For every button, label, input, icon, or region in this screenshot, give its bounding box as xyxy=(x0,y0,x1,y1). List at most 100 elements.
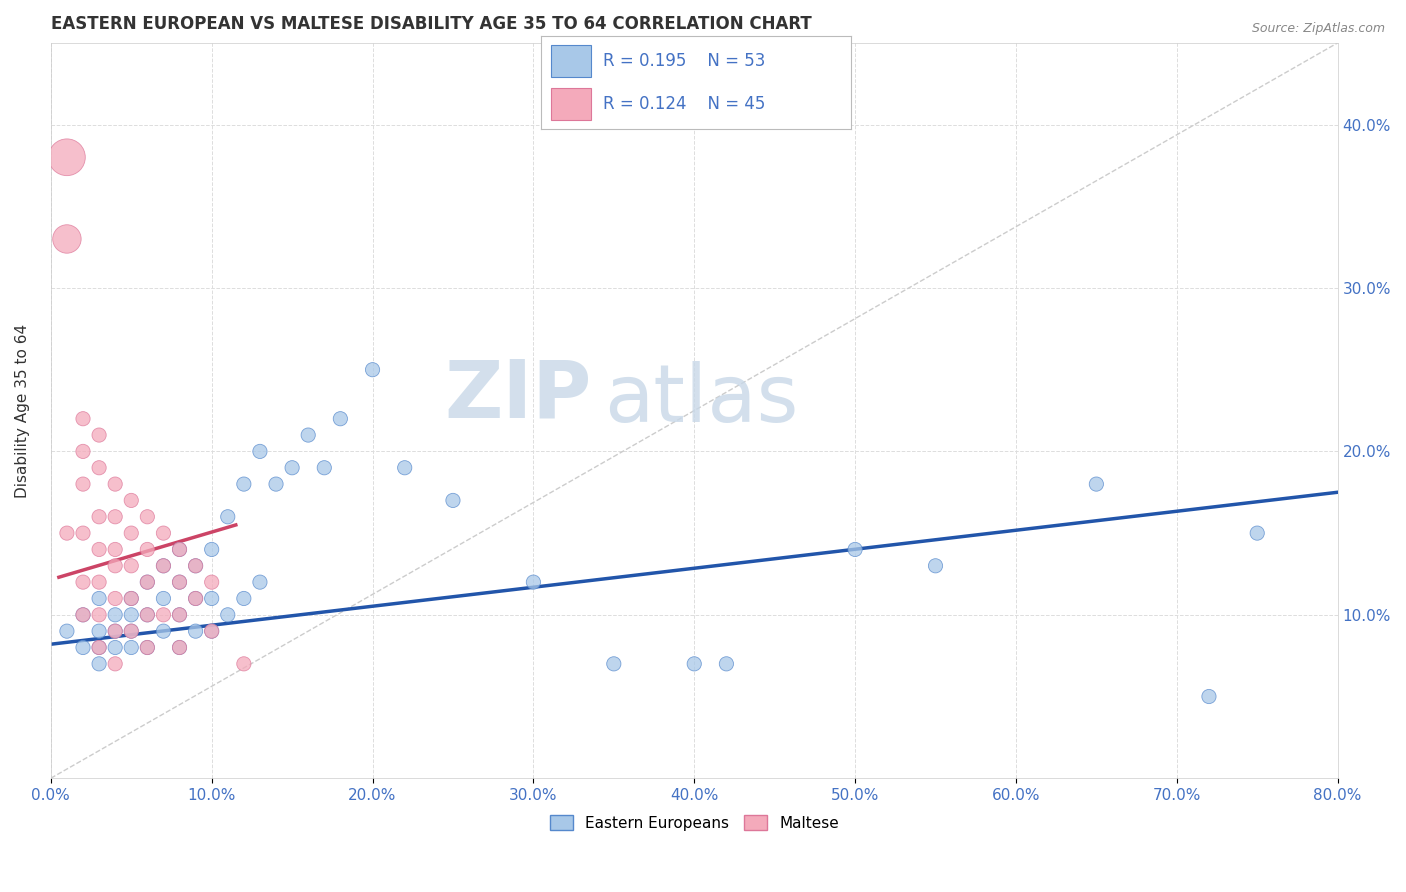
Point xyxy=(201,591,224,606)
Point xyxy=(104,607,127,622)
Point xyxy=(104,640,127,655)
FancyBboxPatch shape xyxy=(551,45,591,77)
Point xyxy=(87,428,110,442)
Point xyxy=(201,624,224,639)
Point xyxy=(72,411,94,425)
Point xyxy=(87,509,110,524)
Point xyxy=(72,607,94,622)
Point xyxy=(136,542,159,557)
Text: ZIP: ZIP xyxy=(444,357,592,434)
Point xyxy=(152,526,174,541)
Point xyxy=(104,657,127,671)
Point xyxy=(297,428,319,442)
Text: atlas: atlas xyxy=(605,360,799,439)
Point xyxy=(136,575,159,590)
Point xyxy=(201,575,224,590)
Point xyxy=(87,460,110,475)
Point xyxy=(72,607,94,622)
Point xyxy=(104,542,127,557)
Point xyxy=(169,607,191,622)
Point xyxy=(394,460,416,475)
Point xyxy=(87,657,110,671)
Legend: Eastern Europeans, Maltese: Eastern Europeans, Maltese xyxy=(544,808,845,837)
Point xyxy=(72,477,94,491)
Text: Source: ZipAtlas.com: Source: ZipAtlas.com xyxy=(1251,22,1385,36)
Point xyxy=(249,444,271,458)
Point xyxy=(87,575,110,590)
Point xyxy=(522,575,544,590)
Point xyxy=(136,575,159,590)
Point xyxy=(184,591,207,606)
Point xyxy=(264,477,287,491)
Text: R = 0.195    N = 53: R = 0.195 N = 53 xyxy=(603,52,765,70)
Point xyxy=(152,607,174,622)
Point xyxy=(72,575,94,590)
Point xyxy=(169,575,191,590)
Y-axis label: Disability Age 35 to 64: Disability Age 35 to 64 xyxy=(15,324,30,498)
Point xyxy=(184,558,207,573)
Point xyxy=(87,542,110,557)
Point xyxy=(120,591,142,606)
Point xyxy=(136,640,159,655)
Point xyxy=(104,509,127,524)
Point xyxy=(169,607,191,622)
Point xyxy=(217,607,239,622)
Point xyxy=(56,526,79,541)
Point xyxy=(72,444,94,458)
Point xyxy=(683,657,706,671)
Point xyxy=(120,640,142,655)
Point xyxy=(169,575,191,590)
Point xyxy=(87,640,110,655)
Point xyxy=(844,542,866,557)
Point xyxy=(217,509,239,524)
Point xyxy=(361,362,384,376)
Point xyxy=(1198,690,1220,704)
Point xyxy=(120,493,142,508)
Point xyxy=(87,624,110,639)
Point xyxy=(87,640,110,655)
Point xyxy=(1085,477,1108,491)
Point xyxy=(152,558,174,573)
Point xyxy=(87,607,110,622)
Point xyxy=(136,640,159,655)
Point xyxy=(72,526,94,541)
Point xyxy=(716,657,738,671)
Point xyxy=(136,509,159,524)
Point xyxy=(136,607,159,622)
Point xyxy=(201,542,224,557)
Point xyxy=(104,624,127,639)
Point xyxy=(924,558,946,573)
Point xyxy=(120,624,142,639)
Text: EASTERN EUROPEAN VS MALTESE DISABILITY AGE 35 TO 64 CORRELATION CHART: EASTERN EUROPEAN VS MALTESE DISABILITY A… xyxy=(51,15,811,33)
Point xyxy=(56,624,79,639)
Point xyxy=(169,640,191,655)
Point xyxy=(184,591,207,606)
Text: R = 0.124    N = 45: R = 0.124 N = 45 xyxy=(603,95,765,113)
Point xyxy=(152,558,174,573)
Point xyxy=(232,477,254,491)
Point xyxy=(120,591,142,606)
Point xyxy=(441,493,464,508)
Point xyxy=(249,575,271,590)
Point xyxy=(232,657,254,671)
Point xyxy=(184,624,207,639)
Point xyxy=(603,657,626,671)
Point xyxy=(56,150,79,164)
Point xyxy=(329,411,352,425)
Point xyxy=(169,640,191,655)
Point xyxy=(152,624,174,639)
Point xyxy=(104,624,127,639)
Point xyxy=(104,558,127,573)
Point xyxy=(169,542,191,557)
Point xyxy=(87,591,110,606)
Point xyxy=(184,558,207,573)
Point xyxy=(120,607,142,622)
Point xyxy=(56,232,79,246)
FancyBboxPatch shape xyxy=(551,88,591,120)
Point xyxy=(120,624,142,639)
Point xyxy=(152,591,174,606)
Point xyxy=(120,558,142,573)
Point xyxy=(232,591,254,606)
Point xyxy=(281,460,304,475)
Point xyxy=(72,640,94,655)
